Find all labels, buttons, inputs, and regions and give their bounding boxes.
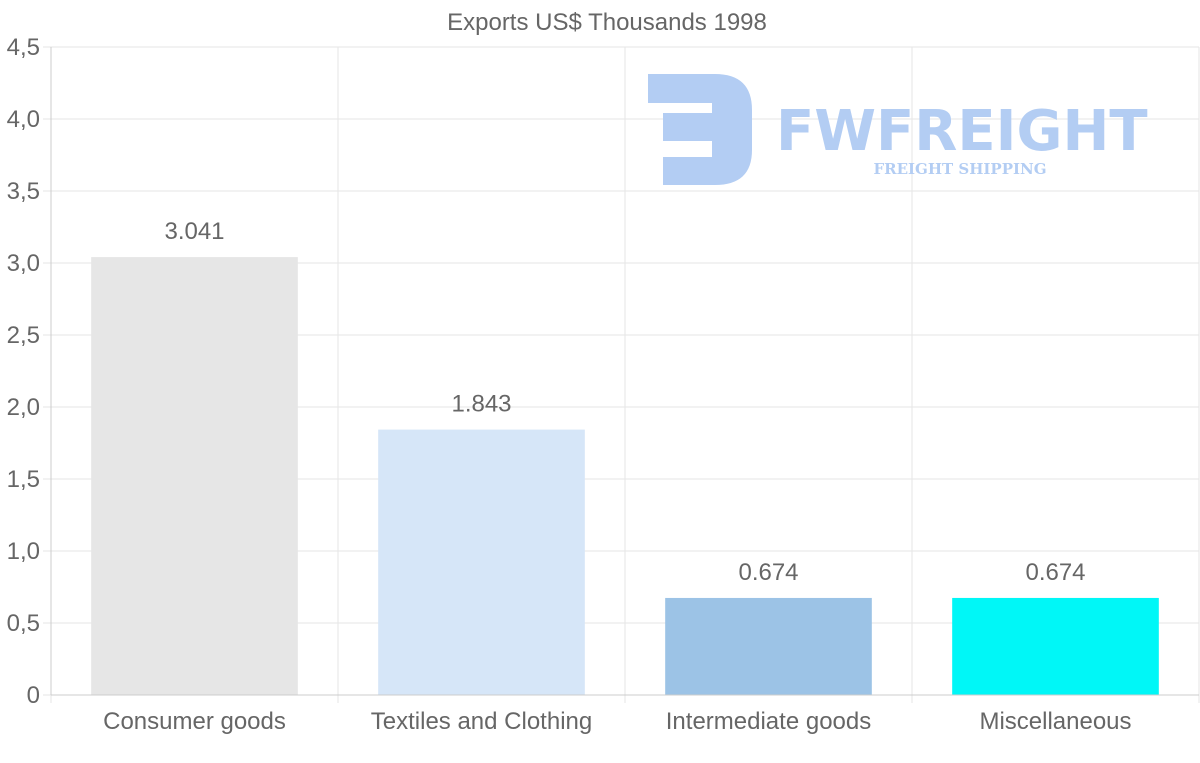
bars — [91, 257, 1159, 695]
y-tick-label: 4,5 — [7, 34, 40, 61]
x-tick-label: Intermediate goods — [666, 708, 871, 735]
y-tick-label: 2,5 — [7, 322, 40, 349]
axes — [50, 47, 1199, 696]
data-label: 0.674 — [738, 559, 798, 586]
y-tick-label: 1,0 — [7, 538, 40, 565]
fwfreight-logo-icon — [648, 74, 752, 185]
x-axis-labels: Consumer goods Textiles and Clothing Inter… — [103, 708, 1131, 735]
watermark-brand: FWFREIGHT — [776, 99, 1148, 164]
bar — [665, 597, 872, 695]
y-tick-label: 1,5 — [7, 466, 40, 493]
bar — [952, 597, 1159, 695]
data-label: 3.041 — [164, 218, 224, 245]
data-labels: 3.041 1.843 0.674 0.674 — [164, 218, 1085, 586]
data-label: 0.674 — [1025, 559, 1085, 586]
bar — [378, 429, 585, 695]
x-tick-label: Consumer goods — [103, 708, 286, 735]
y-tick-label: 0,5 — [7, 610, 40, 637]
x-tick-label: Miscellaneous — [979, 708, 1131, 735]
y-axis-ticks: 0 0,5 1,0 1,5 2,0 2,5 3,0 3,5 4,0 4,5 — [7, 34, 40, 709]
y-tick-label: 3,5 — [7, 178, 40, 205]
y-tick-label: 2,0 — [7, 394, 40, 421]
fwfreight-watermark: FWFREIGHT FREIGHT SHIPPING — [648, 74, 1148, 185]
data-label: 1.843 — [451, 391, 511, 418]
chart-title: Exports US$ Thousands 1998 — [447, 9, 767, 36]
bar — [91, 257, 298, 695]
y-tick-label: 3,0 — [7, 250, 40, 277]
watermark-tagline: FREIGHT SHIPPING — [873, 160, 1046, 178]
y-tick-label: 0 — [27, 682, 40, 709]
y-tick-label: 4,0 — [7, 106, 40, 133]
x-tick-label: Textiles and Clothing — [371, 708, 592, 735]
